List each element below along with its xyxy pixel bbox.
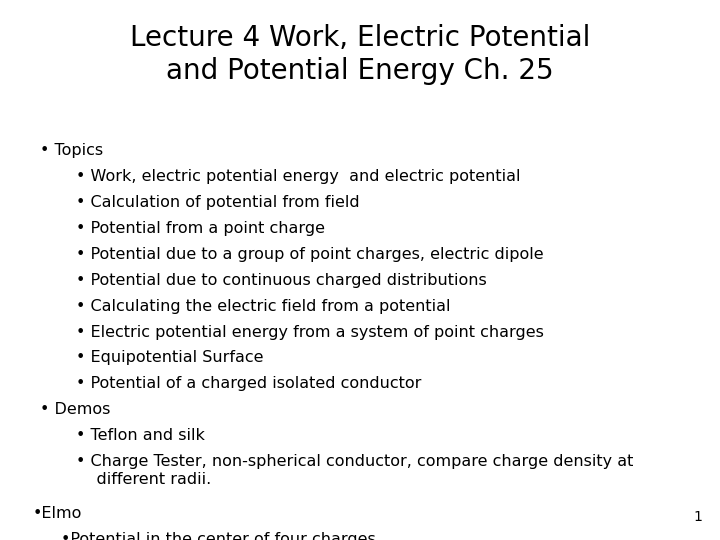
Text: •Elmo: •Elmo bbox=[32, 506, 82, 521]
Text: •Potential in the center of four charges: •Potential in the center of four charges bbox=[61, 532, 376, 540]
Text: • Electric potential energy from a system of point charges: • Electric potential energy from a syste… bbox=[76, 325, 544, 340]
Text: • Calculation of potential from field: • Calculation of potential from field bbox=[76, 195, 359, 210]
Text: • Potential due to a group of point charges, electric dipole: • Potential due to a group of point char… bbox=[76, 247, 543, 262]
Text: and Potential Energy Ch. 25: and Potential Energy Ch. 25 bbox=[166, 57, 554, 85]
Text: • Topics: • Topics bbox=[40, 143, 103, 158]
Text: • Demos: • Demos bbox=[40, 402, 110, 417]
Text: • Work, electric potential energy  and electric potential: • Work, electric potential energy and el… bbox=[76, 169, 520, 184]
Text: • Teflon and silk: • Teflon and silk bbox=[76, 428, 204, 443]
Text: • Calculating the electric field from a potential: • Calculating the electric field from a … bbox=[76, 299, 450, 314]
Text: 1: 1 bbox=[693, 510, 702, 524]
Text: • Potential of a charged isolated conductor: • Potential of a charged isolated conduc… bbox=[76, 376, 421, 392]
Text: • Potential due to continuous charged distributions: • Potential due to continuous charged di… bbox=[76, 273, 486, 288]
Text: Lecture 4 Work, Electric Potential: Lecture 4 Work, Electric Potential bbox=[130, 24, 590, 52]
Text: • Charge Tester, non-spherical conductor, compare charge density at
    differen: • Charge Tester, non-spherical conductor… bbox=[76, 454, 633, 487]
Text: • Potential from a point charge: • Potential from a point charge bbox=[76, 221, 325, 236]
Text: • Equipotential Surface: • Equipotential Surface bbox=[76, 350, 263, 366]
